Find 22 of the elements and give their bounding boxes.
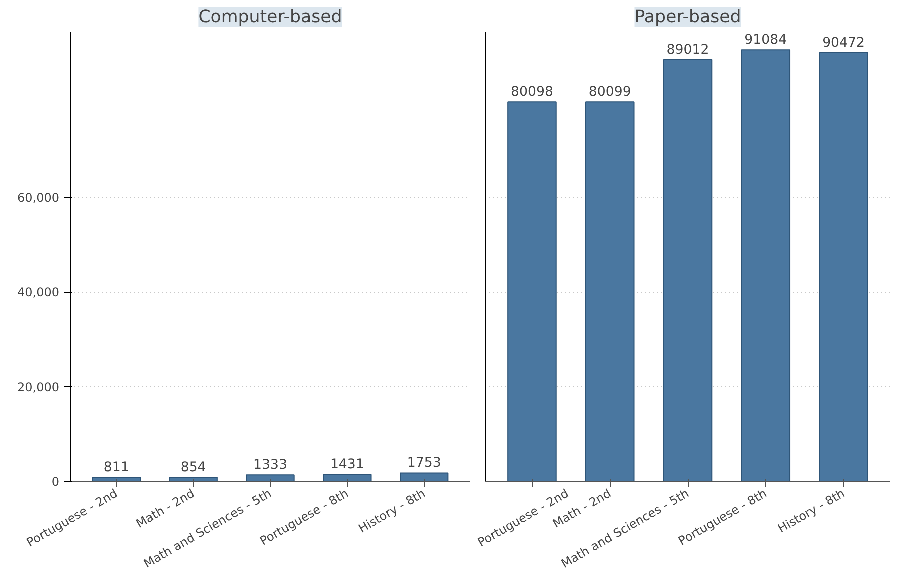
y-tick-label: 40,000 xyxy=(18,286,60,300)
y-tick-label: 20,000 xyxy=(18,380,60,394)
bar xyxy=(741,50,791,482)
data-label: 811 xyxy=(104,460,130,476)
y-tick-label: 60,000 xyxy=(18,190,60,205)
bar xyxy=(819,52,868,482)
data-label: 1333 xyxy=(254,458,288,474)
data-label: 80098 xyxy=(511,85,554,100)
data-label: 1431 xyxy=(330,458,364,473)
data-label: 91084 xyxy=(744,33,788,48)
data-label: 89012 xyxy=(666,42,710,58)
chart-title: Paper-based xyxy=(634,8,742,28)
data-label: 80099 xyxy=(588,85,632,100)
bar xyxy=(663,59,713,482)
x-tick-label: Math - 2nd xyxy=(134,486,198,531)
data-label: 1753 xyxy=(407,456,442,472)
data-label: 90472 xyxy=(822,36,865,51)
y-tick-label: 0 xyxy=(52,475,60,489)
bar xyxy=(585,102,635,482)
chart-title: Computer-based xyxy=(198,8,342,28)
bar xyxy=(508,102,557,482)
data-label: 854 xyxy=(180,460,206,476)
